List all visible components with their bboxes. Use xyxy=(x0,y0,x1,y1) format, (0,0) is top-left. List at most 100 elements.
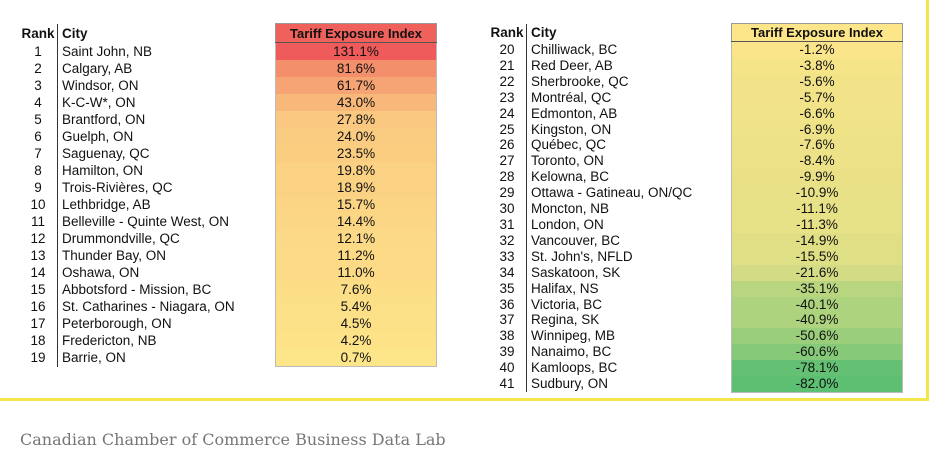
rank-cell: 6 xyxy=(34,129,42,144)
table-row: 14 Oshawa, ON 11.0% xyxy=(19,264,437,281)
index-cell: 19.8% xyxy=(275,162,437,179)
city-cell: Edmonton, AB xyxy=(526,105,732,122)
index-cell: 24.0% xyxy=(275,128,437,145)
index-cell: 61.7% xyxy=(275,77,437,94)
city-cell: Kingston, ON xyxy=(526,121,732,138)
index-cell: 27.8% xyxy=(275,111,437,128)
city-cell: Québec, QC xyxy=(526,137,732,154)
rank-cell: 23 xyxy=(499,89,515,105)
table-row: 38 Winnipeg, MB -50.6% xyxy=(488,328,903,345)
rank-cell: 11 xyxy=(30,214,45,229)
right-table-body: 20 Chilliwack, BC -1.2% 21 Red Deer, AB -3.8%… xyxy=(488,41,903,393)
table-row: 6 Guelph, ON 24.0% xyxy=(19,128,437,145)
table-row: 39 Nanaimo, BC -60.6% xyxy=(488,344,903,361)
city-cell: Fredericton, NB xyxy=(57,332,276,349)
index-cell: 11.2% xyxy=(275,247,437,264)
rank-cell: 22 xyxy=(499,73,515,89)
index-header: Tariff Exposure Index xyxy=(275,23,437,43)
table-row: 16 St. Catharines - Niagara, ON 5.4% xyxy=(19,298,437,315)
index-cell: -50.6% xyxy=(731,328,903,345)
index-cell: 131.1% xyxy=(275,42,437,60)
table-row: 19 Barrie, ON 0.7% xyxy=(19,349,437,367)
table-row: 21 Red Deer, AB -3.8% xyxy=(488,57,903,74)
rank-cell: 14 xyxy=(30,265,46,280)
city-cell: Regina, SK xyxy=(526,312,732,329)
city-cell: St. Catharines - Niagara, ON xyxy=(57,298,276,315)
index-cell: 43.0% xyxy=(275,94,437,111)
table-row: 3 Windsor, ON 61.7% xyxy=(19,77,437,94)
table-row: 25 Kingston, ON -6.9% xyxy=(488,121,903,138)
rank-cell: 31 xyxy=(499,216,515,232)
rank-cell: 35 xyxy=(499,280,515,296)
city-cell: Kamloops, BC xyxy=(526,360,732,377)
table-row: 18 Fredericton, NB 4.2% xyxy=(19,332,437,349)
rank-cell: 15 xyxy=(30,282,46,297)
index-cell: -9.9% xyxy=(731,169,903,186)
table-row: 31 London, ON -11.3% xyxy=(488,216,903,233)
index-cell: 12.1% xyxy=(275,230,437,247)
rank-cell: 1 xyxy=(34,43,42,59)
index-cell: -11.1% xyxy=(731,201,903,217)
index-cell: -35.1% xyxy=(731,280,903,297)
rank-cell: 28 xyxy=(499,169,515,185)
index-cell: 5.4% xyxy=(275,298,437,315)
table-row: 34 Saskatoon, SK -21.6% xyxy=(488,264,903,281)
rank-cell: 38 xyxy=(499,328,515,344)
index-cell: -14.9% xyxy=(731,232,903,249)
index-cell: -3.8% xyxy=(731,57,903,74)
table-row: 26 Québec, QC -7.6% xyxy=(488,137,903,154)
table-row: 9 Trois-Rivières, QC 18.9% xyxy=(19,179,437,196)
rank-header: Rank xyxy=(21,25,55,41)
table-row: 10 Lethbridge, AB 15.7% xyxy=(19,196,437,213)
city-cell: Toronto, ON xyxy=(526,153,732,170)
city-cell: Lethbridge, AB xyxy=(57,196,276,213)
index-cell: 18.9% xyxy=(275,179,437,196)
city-cell: Moncton, NB xyxy=(526,201,732,217)
index-cell: -21.6% xyxy=(731,264,903,281)
index-cell: 7.6% xyxy=(275,281,437,298)
rank-cell: 13 xyxy=(30,248,46,263)
table-row: 29 Ottawa - Gatineau, ON/QC -10.9% xyxy=(488,185,903,202)
rank-cell: 3 xyxy=(34,78,42,93)
rank-cell: 12 xyxy=(30,231,46,246)
rank-cell: 30 xyxy=(499,201,515,217)
city-cell: Chilliwack, BC xyxy=(526,41,732,58)
city-cell: Brantford, ON xyxy=(57,111,276,128)
rank-cell: 37 xyxy=(499,312,515,328)
table-row: 37 Regina, SK -40.9% xyxy=(488,312,903,329)
rank-cell: 24 xyxy=(499,105,515,121)
table-row: 4 K-C-W*, ON 43.0% xyxy=(19,94,437,111)
city-cell: Oshawa, ON xyxy=(57,264,276,281)
left-table-body: 1 Saint John, NB 131.1% 2 Calgary, AB 81.6% 3 W… xyxy=(19,42,437,367)
index-cell: -5.6% xyxy=(731,73,903,90)
chart-frame: Rank City Tariff Exposure Index 1 Saint J… xyxy=(0,0,929,401)
rank-cell: 41 xyxy=(499,376,515,392)
index-cell: -40.9% xyxy=(731,312,903,329)
right-table: Rank City Tariff Exposure Index 20 Chilli… xyxy=(488,23,903,393)
city-cell: Saskatoon, SK xyxy=(526,264,732,281)
city-cell: Belleville - Quinte West, ON xyxy=(57,213,276,230)
source-caption: Canadian Chamber of Commerce Business Da… xyxy=(20,430,446,449)
index-cell: 4.2% xyxy=(275,332,437,349)
city-cell: Kelowna, BC xyxy=(526,169,732,186)
table-row: 23 Montréal, QC -5.7% xyxy=(488,89,903,106)
table-row: 7 Saguenay, QC 23.5% xyxy=(19,145,437,162)
index-cell: -10.9% xyxy=(731,185,903,202)
city-cell: K-C-W*, ON xyxy=(57,94,276,111)
index-cell: 0.7% xyxy=(275,349,437,367)
table-row: 36 Victoria, BC -40.1% xyxy=(488,296,903,313)
rank-cell: 4 xyxy=(34,95,42,110)
index-cell: 81.6% xyxy=(275,60,437,77)
rank-cell: 16 xyxy=(30,299,46,314)
rank-cell: 18 xyxy=(30,333,46,348)
table-row: 40 Kamloops, BC -78.1% xyxy=(488,360,903,377)
rank-cell: 34 xyxy=(499,264,515,280)
city-cell: St. John's, NFLD xyxy=(526,248,732,265)
index-cell: 15.7% xyxy=(275,196,437,213)
city-cell: Montréal, QC xyxy=(526,89,732,106)
rank-cell: 9 xyxy=(34,180,42,195)
rank-cell: 39 xyxy=(499,344,515,360)
rank-cell: 2 xyxy=(34,61,42,76)
city-cell: Trois-Rivières, QC xyxy=(57,179,276,196)
rank-cell: 26 xyxy=(499,137,515,153)
